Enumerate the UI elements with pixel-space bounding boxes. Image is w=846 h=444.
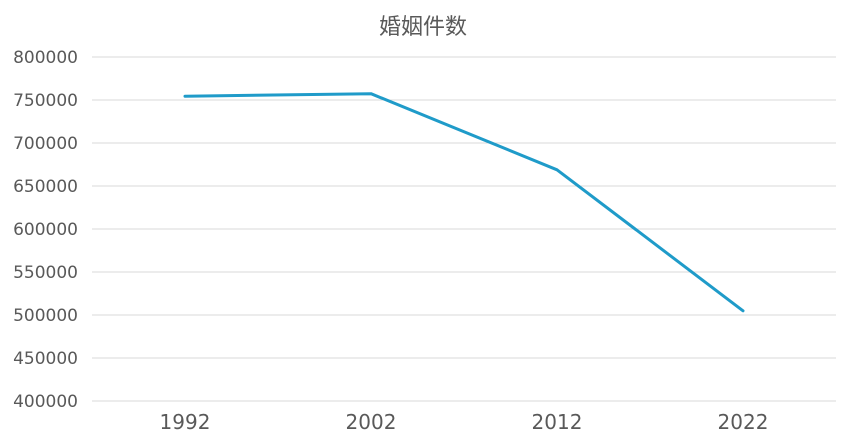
y-tick-label: 500000 [13, 306, 78, 326]
x-tick-label: 1992 [160, 410, 211, 434]
x-tick-label: 2022 [718, 410, 769, 434]
y-tick-label: 750000 [13, 91, 78, 111]
series-layer [183, 92, 745, 313]
series-line [183, 92, 745, 313]
x-tick-label: 2012 [532, 410, 583, 434]
y-axis-tick-labels: 400000 450000 500000 550000 600000 650000 7000… [13, 48, 78, 412]
y-tick-label: 600000 [13, 220, 78, 240]
y-tick-label: 550000 [13, 263, 78, 283]
y-tick-label: 800000 [13, 48, 78, 68]
y-tick-label: 700000 [13, 134, 78, 154]
y-tick-label: 450000 [13, 349, 78, 369]
x-tick-label: 2002 [346, 410, 397, 434]
y-tick-label: 650000 [13, 177, 78, 197]
x-axis-tick-labels: 1992 2002 2012 2022 [160, 410, 769, 434]
gridlines [92, 56, 836, 402]
chart-title: 婚姻件数 [379, 15, 467, 40]
y-tick-label: 400000 [13, 392, 78, 412]
